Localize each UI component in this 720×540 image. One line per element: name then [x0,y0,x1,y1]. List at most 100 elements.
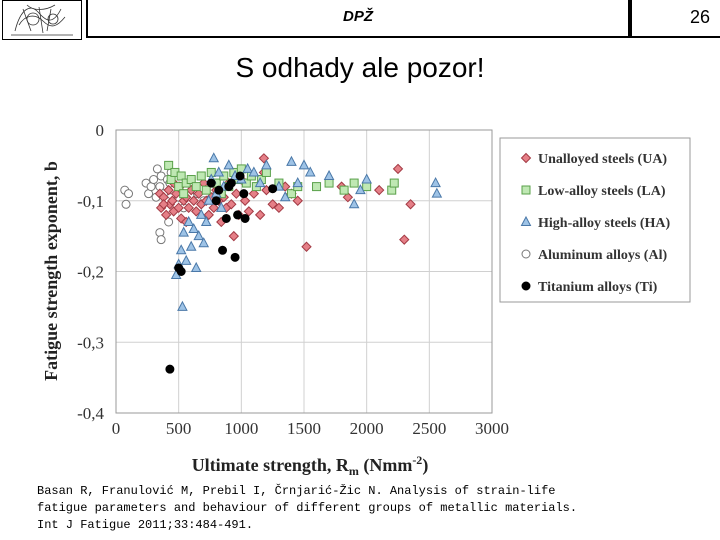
data-point [235,171,245,181]
legend-label: Titanium alloys (Ti) [538,280,658,295]
x-axis-label-subscript: m [349,464,359,478]
data-point [392,163,404,175]
data-point [201,185,211,195]
header-title: DPŽ [343,8,373,25]
data-point [226,178,236,188]
data-point [121,199,131,209]
data-point [399,234,410,245]
data-point [349,178,359,188]
series-2 [170,152,443,311]
data-point [176,171,186,181]
data-point [190,261,202,272]
data-point [268,184,278,194]
data-point [164,160,174,170]
legend-label: High-alloy steels (HA) [538,216,671,231]
data-point [218,245,228,255]
data-point [213,166,225,177]
university-logo [2,0,82,40]
data-point [248,166,260,177]
data-point [180,254,192,265]
data-point [191,182,201,192]
data-point [312,182,322,192]
x-axis-label-main: Ultimate strength, R [192,455,350,475]
header-title-box: DPŽ [86,0,630,38]
data-point [211,196,221,206]
data-point [292,176,304,188]
data-point [298,159,310,170]
data-point [304,166,316,177]
data-point [165,364,175,374]
x-axis-label: Ultimate strength, Rm (Nmm-2) [192,453,429,478]
data-point [430,176,441,188]
data-point [191,206,202,217]
data-point [175,244,187,255]
legend-label: Aluminum alloys (Al) [538,248,667,263]
legend-label: Unalloyed steels (UA) [538,152,667,167]
data-point [239,189,249,199]
data-point [389,178,399,188]
legend-marker [520,215,532,226]
data-point [254,176,266,188]
data-point [248,188,260,199]
data-point [228,230,240,242]
data-point [242,162,253,173]
data-point [193,188,204,199]
citation-line-1: Basan R, Franulović M, Prebil I, Črnjari… [37,484,556,498]
data-point [149,175,159,185]
y-tick-label: -0,1 [77,192,104,211]
logo-sketch-icon [11,4,73,36]
x-tick-label: 2500 [412,419,446,438]
x-tick-label: 0 [112,419,121,438]
data-point [178,226,190,237]
data-point [223,159,235,170]
data-point [185,240,197,251]
data-point [342,192,354,203]
y-tick-label: -0,4 [77,404,104,423]
data-point [208,202,219,214]
data-point [230,252,240,262]
data-point [214,185,224,195]
citation-line-3: Int J Fatigue 2011;33:484-491. [37,518,254,532]
data-point [124,189,134,199]
x-tick-label: 3000 [475,419,509,438]
data-point [215,201,227,212]
data-point [196,171,206,181]
y-tick-label: -0,2 [77,263,104,282]
data-point [323,169,335,180]
x-tick-label: 1500 [287,419,321,438]
data-point [179,189,189,199]
data-point [243,206,255,217]
x-tick-label: 2000 [350,419,384,438]
axis-ticks: 0 -0,1 -0,2 -0,3 -0,4 0 500 1000 1500 2000 2500 300… [77,121,509,438]
data-point [164,217,174,227]
page-number-box: 26 [630,0,720,38]
data-point [405,199,416,210]
slide-header: DPŽ 26 [0,0,720,40]
data-point [193,230,205,241]
data-point [195,208,207,219]
data-point [206,178,216,188]
series-4 [165,171,278,374]
data-points [120,152,443,374]
data-point [188,222,200,234]
data-point [239,195,251,206]
data-point [231,188,242,199]
data-point [160,209,172,221]
data-point [431,187,443,198]
data-point [188,195,199,206]
legend-label: Low-alloy steels (LA) [538,184,666,199]
data-point [226,199,237,210]
data-point [240,213,250,223]
legend-marker [521,281,531,291]
data-point [373,184,385,196]
data-point [200,215,212,226]
data-point [339,185,349,195]
y-axis-label: Fatigue strength exponent, b [41,161,61,381]
scatter-chart: 0 -0,1 -0,2 -0,3 -0,4 0 500 1000 1500 2000 2500 300… [41,121,691,478]
citation-line-2: fatigue parameters and behaviour of diff… [37,501,578,515]
data-point [177,300,188,311]
series-0 [154,153,416,252]
x-axis-label-superscript: -2 [412,453,422,467]
data-point [286,155,297,166]
data-point [362,182,372,192]
